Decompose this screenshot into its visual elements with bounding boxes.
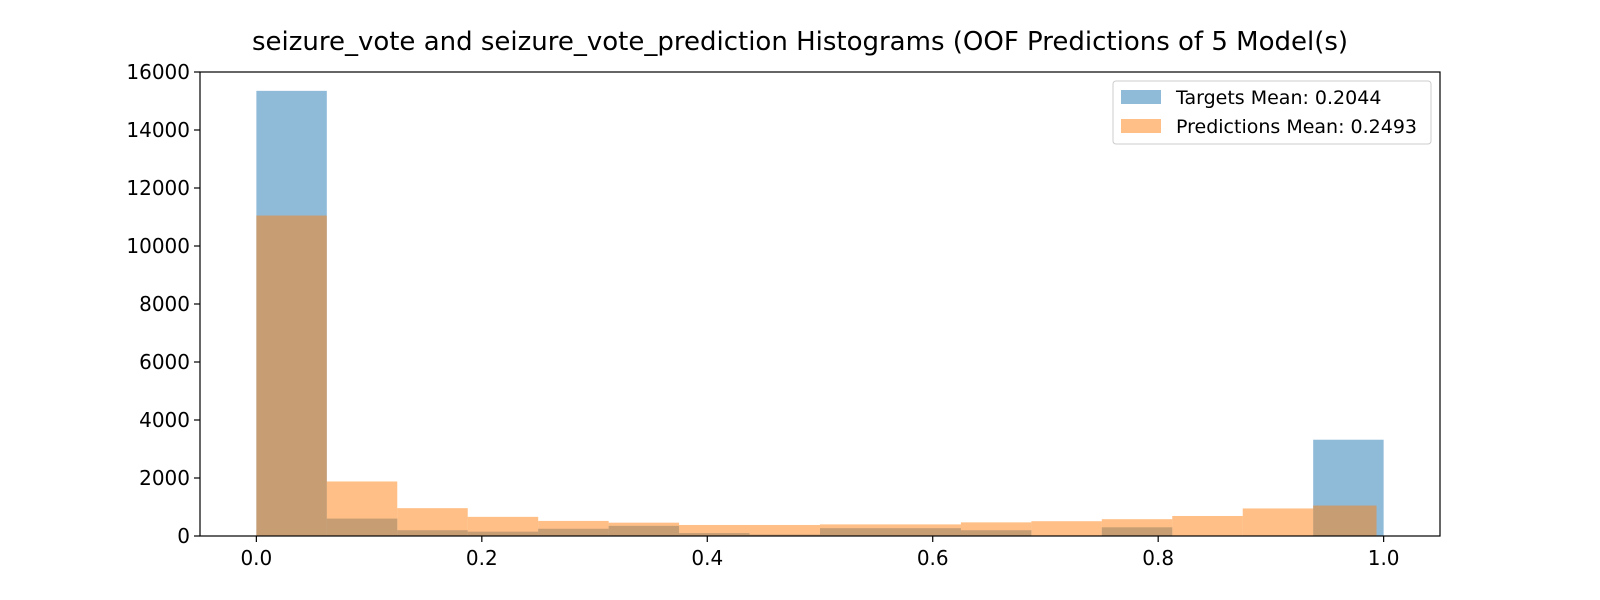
x-tick-label: 0.0 xyxy=(240,546,272,570)
chart-title: seizure_vote and seizure_vote_prediction… xyxy=(252,27,1348,57)
bar-predictions-5 xyxy=(608,522,680,536)
bar-predictions-15 xyxy=(1313,505,1377,536)
legend-frame xyxy=(1112,80,1432,145)
legend-label-predictions: Predictions Mean: 0.2493 xyxy=(1176,116,1417,138)
x-tick-label: 0.8 xyxy=(1142,546,1174,570)
x-tick-label: 1.0 xyxy=(1368,546,1400,570)
bar-predictions-9 xyxy=(890,524,961,536)
y-tick-label: 8000 xyxy=(139,292,190,316)
legend: Targets Mean: 0.2044 Predictions Mean: 0… xyxy=(1112,80,1432,145)
bar-predictions-2 xyxy=(397,508,468,536)
bar-predictions-10 xyxy=(960,522,1032,536)
y-tick-label: 10000 xyxy=(126,234,190,258)
x-axis: 0.0 0.2 0.4 0.6 0.8 1.0 xyxy=(240,536,1400,570)
bar-predictions-4 xyxy=(538,520,609,536)
x-tick-label: 0.4 xyxy=(691,546,723,570)
bar-predictions-8 xyxy=(820,524,891,536)
y-tick-label: 4000 xyxy=(139,408,190,432)
bar-predictions-12 xyxy=(1101,519,1173,536)
y-tick-label: 6000 xyxy=(139,350,190,374)
bar-predictions-13 xyxy=(1172,515,1243,536)
bar-predictions-14 xyxy=(1242,508,1314,536)
bar-predictions-11 xyxy=(1031,521,1102,536)
y-tick-label: 16000 xyxy=(126,60,190,84)
bar-predictions-3 xyxy=(467,516,539,536)
legend-swatch-targets xyxy=(1121,90,1161,104)
x-tick-label: 0.2 xyxy=(466,546,498,570)
bar-predictions-1 xyxy=(326,481,398,536)
y-axis: 0 2000 4000 6000 8000 10000 12000 14000 16000 xyxy=(126,60,200,548)
y-tick-label: 0 xyxy=(177,524,190,548)
bars-layer xyxy=(256,90,1384,537)
legend-label-targets: Targets Mean: 0.2044 xyxy=(1175,87,1381,109)
y-tick-label: 2000 xyxy=(139,466,190,490)
x-tick-label: 0.6 xyxy=(917,546,949,570)
y-tick-label: 12000 xyxy=(126,176,190,200)
legend-swatch-predictions xyxy=(1121,119,1161,133)
bar-predictions-6 xyxy=(679,524,750,536)
y-tick-label: 14000 xyxy=(126,118,190,142)
bar-predictions-7 xyxy=(749,524,820,536)
bar-predictions-0 xyxy=(256,215,327,537)
